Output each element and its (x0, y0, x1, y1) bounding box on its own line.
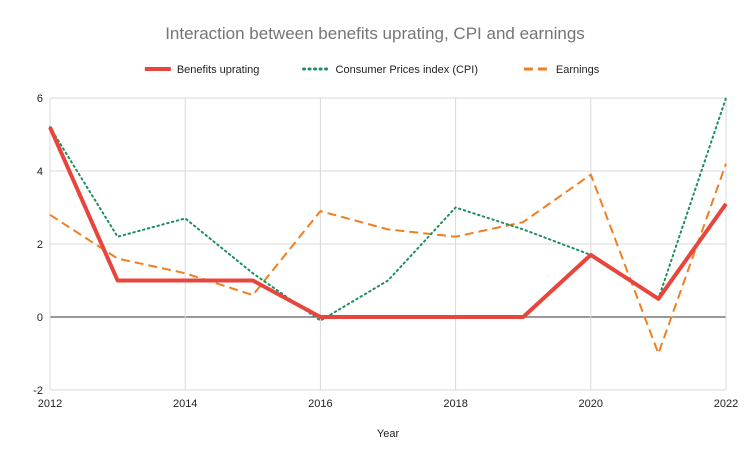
series-line-benefits-uprating (48, 126, 728, 319)
legend-item[interactable]: Earnings (523, 64, 600, 76)
gridlines (49, 97, 727, 391)
x-tick-label: 2018 (443, 398, 467, 410)
legend-label: Earnings (556, 64, 600, 76)
legend-item[interactable]: Benefits uprating (144, 64, 260, 76)
y-tick-label: -2 (33, 385, 43, 397)
x-tick-label: 2016 (308, 398, 332, 410)
legend-label: Benefits uprating (177, 64, 260, 76)
x-tick-label: 2022 (714, 398, 738, 410)
y-tick-label: 0 (37, 312, 43, 324)
series-lines (48, 97, 728, 355)
y-tick-label: 4 (37, 166, 43, 178)
x-tick-label: 2020 (579, 398, 603, 410)
chart-title: Interaction between benefits uprating, C… (165, 24, 585, 43)
x-tick-label: 2014 (173, 398, 197, 410)
y-tick-label: 6 (37, 93, 43, 105)
x-axis-ticks: 2012 2014 2016 2018 2020 2022 (38, 398, 738, 410)
legend[interactable]: Benefits uprating Consumer Prices index (… (144, 64, 600, 76)
legend-item[interactable]: Consumer Prices index (CPI) (302, 64, 478, 76)
series-line-consumer-prices-index-cpi (49, 97, 727, 322)
y-axis-ticks: -2 0 2 4 6 (33, 93, 43, 397)
y-tick-label: 2 (37, 239, 43, 251)
series-line-earnings (49, 163, 727, 355)
legend-label: Consumer Prices index (CPI) (336, 64, 478, 76)
x-axis-title: Year (377, 428, 400, 440)
x-tick-label: 2012 (38, 398, 62, 410)
